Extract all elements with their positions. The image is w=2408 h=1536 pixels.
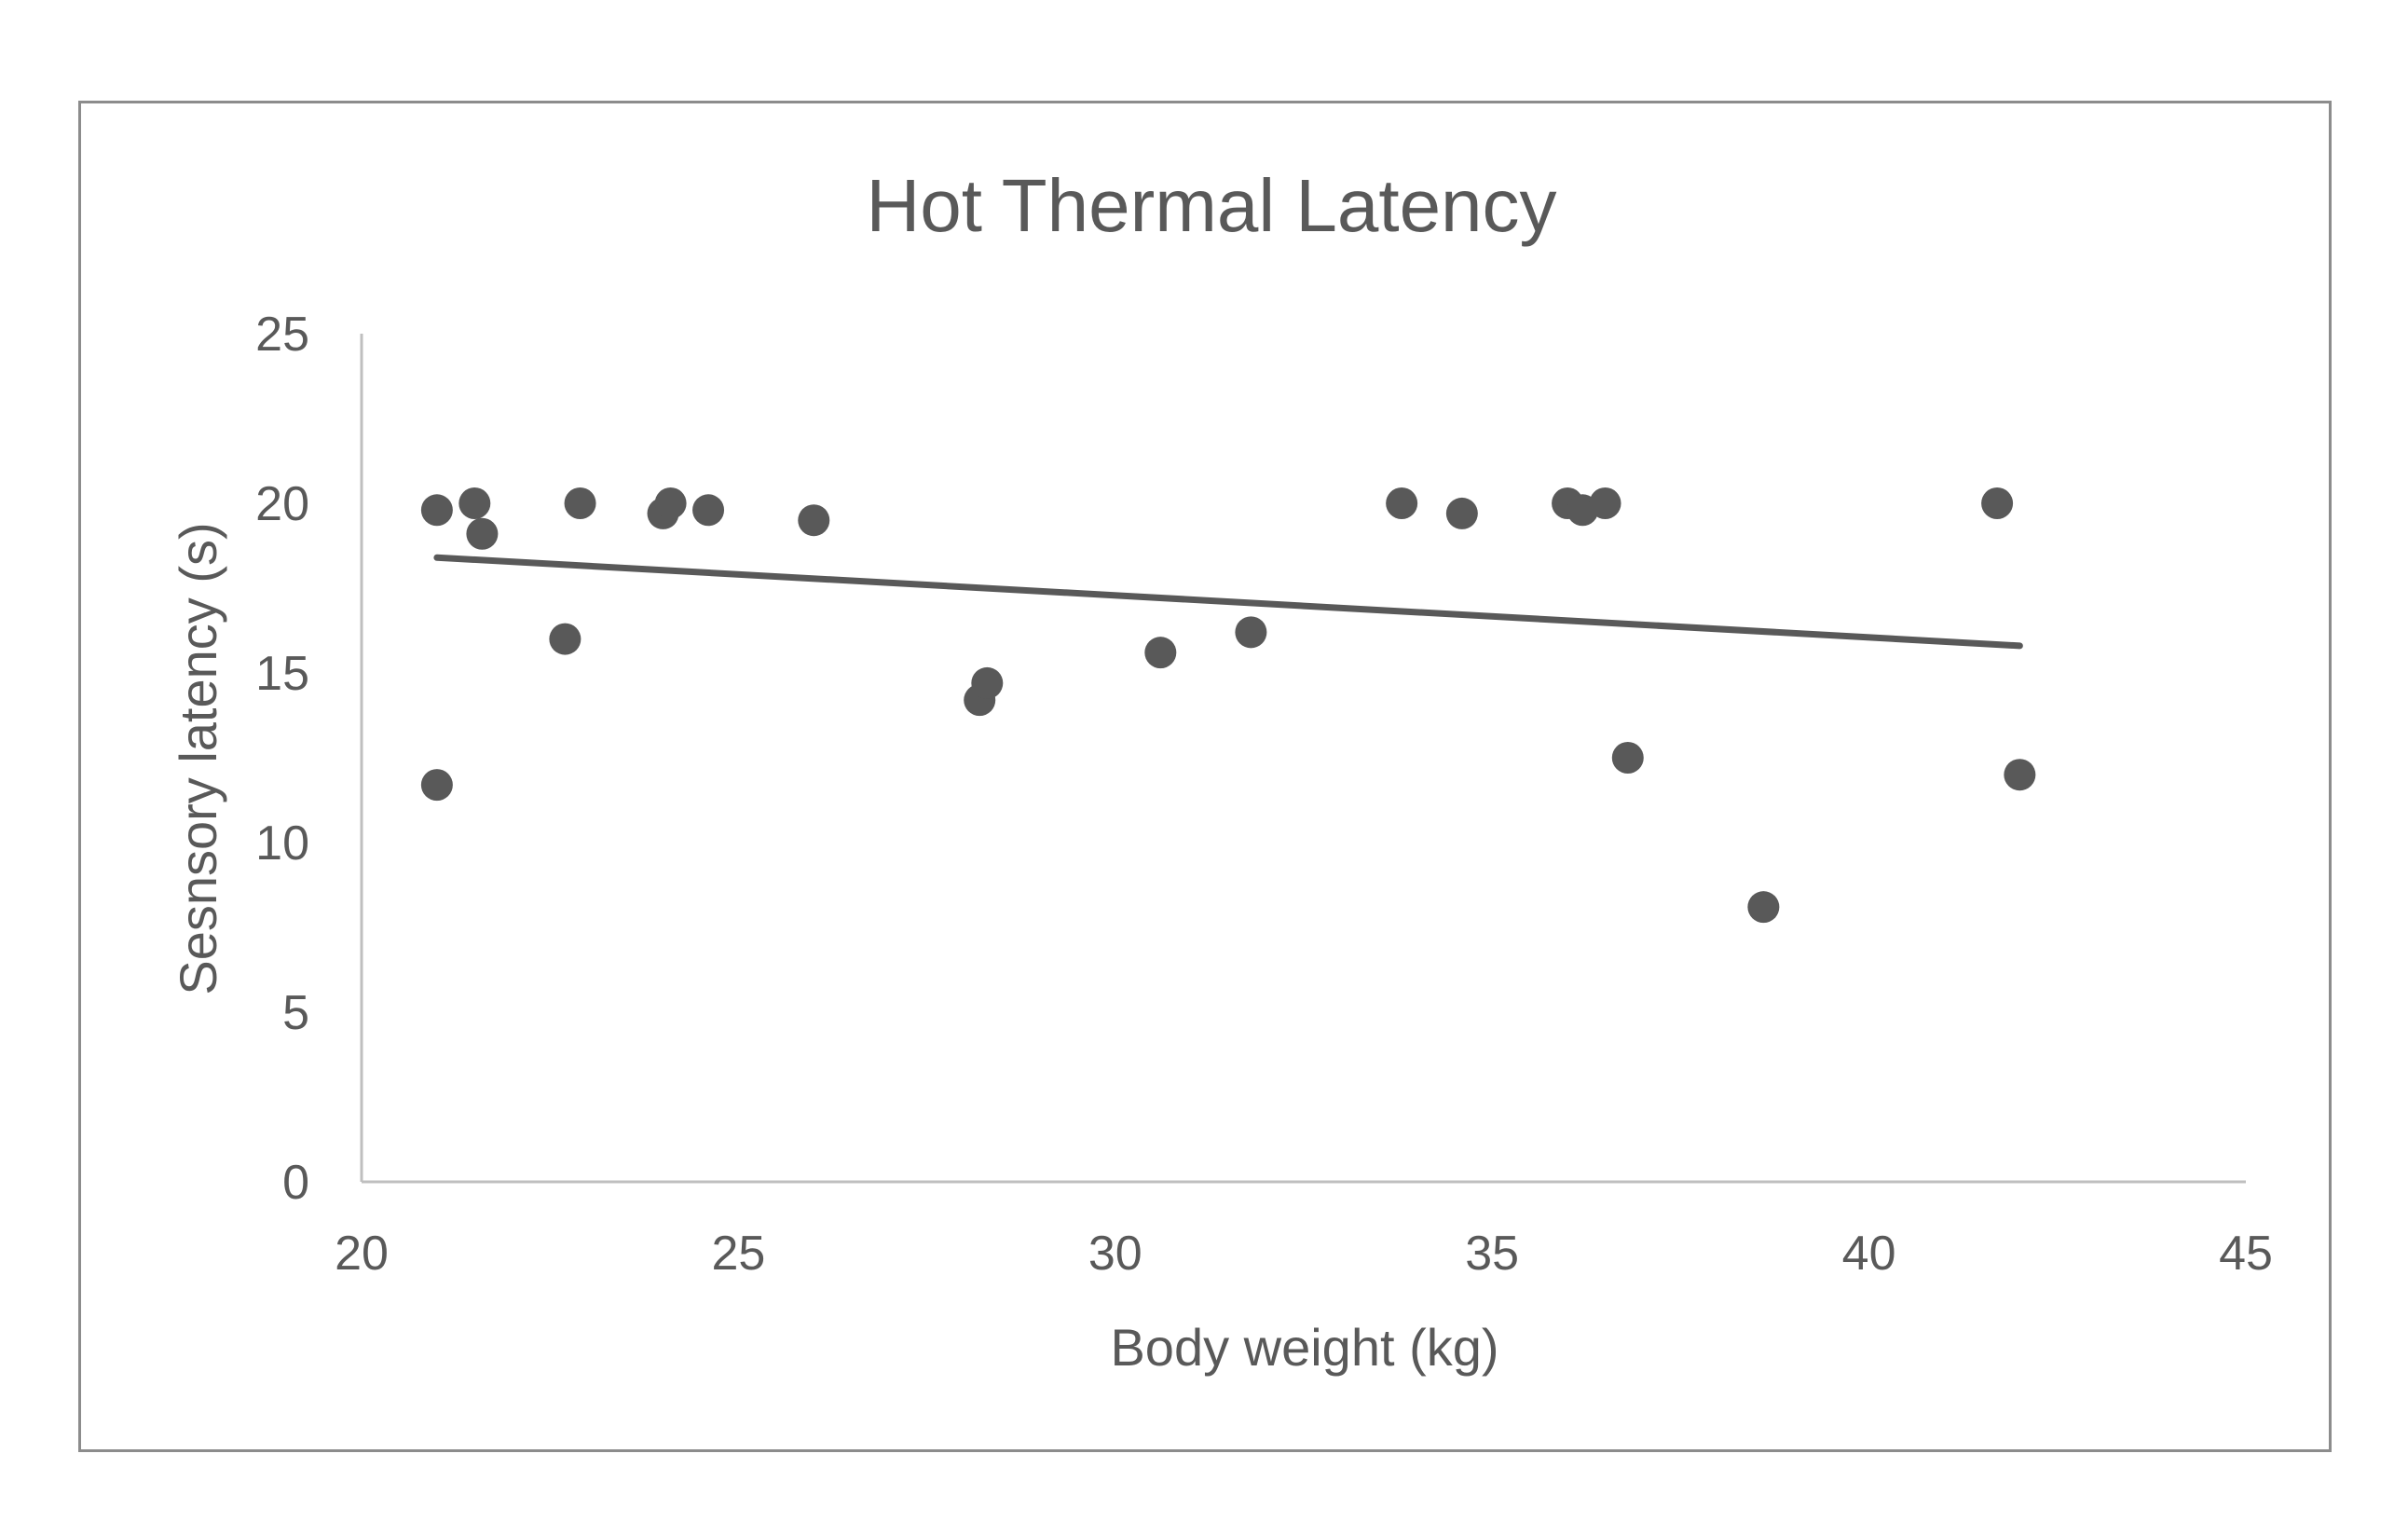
data-point (564, 487, 596, 519)
x-tick-labels: 20 25 30 35 40 45 (335, 1227, 2273, 1281)
x-tick-label: 45 (2219, 1227, 2273, 1281)
y-tick-label: 20 (255, 477, 309, 531)
data-point (458, 487, 491, 519)
chart-frame (78, 101, 2332, 1452)
data-points (420, 487, 2036, 924)
data-point (1445, 497, 1478, 529)
data-point (654, 487, 687, 519)
data-point (971, 666, 1004, 699)
y-tick-label: 25 (255, 308, 309, 362)
data-point (1235, 616, 1267, 649)
data-point (1981, 487, 2014, 519)
y-tick-label: 15 (255, 647, 309, 701)
y-tick-label: 5 (282, 986, 309, 1040)
data-point (2004, 759, 2036, 791)
data-point (798, 504, 830, 537)
y-tick-labels: 0 5 10 15 20 25 (255, 308, 309, 1210)
chart-title: Hot Thermal Latency (866, 164, 1556, 247)
x-tick-label: 20 (335, 1227, 389, 1281)
data-point (420, 494, 453, 527)
trendline-group (433, 554, 2023, 650)
data-point (420, 769, 453, 802)
data-point (1747, 891, 1780, 924)
data-point (1144, 637, 1177, 669)
x-tick-label: 40 (1842, 1227, 1896, 1281)
data-point (466, 517, 499, 550)
data-point (549, 623, 581, 655)
y-tick-label: 10 (255, 816, 309, 871)
x-tick-label: 25 (711, 1227, 765, 1281)
trendline (433, 554, 2023, 650)
data-point (1611, 742, 1644, 774)
x-tick-label: 35 (1465, 1227, 1519, 1281)
data-point (692, 494, 725, 527)
y-axis-title: Sesnsory latency (s) (169, 522, 227, 994)
data-point (1589, 487, 1621, 519)
y-tick-label: 0 (282, 1156, 309, 1210)
x-tick-label: 30 (1088, 1227, 1142, 1281)
data-point (1386, 487, 1418, 519)
x-axis-title: Body weight (kg) (1110, 1318, 1498, 1377)
